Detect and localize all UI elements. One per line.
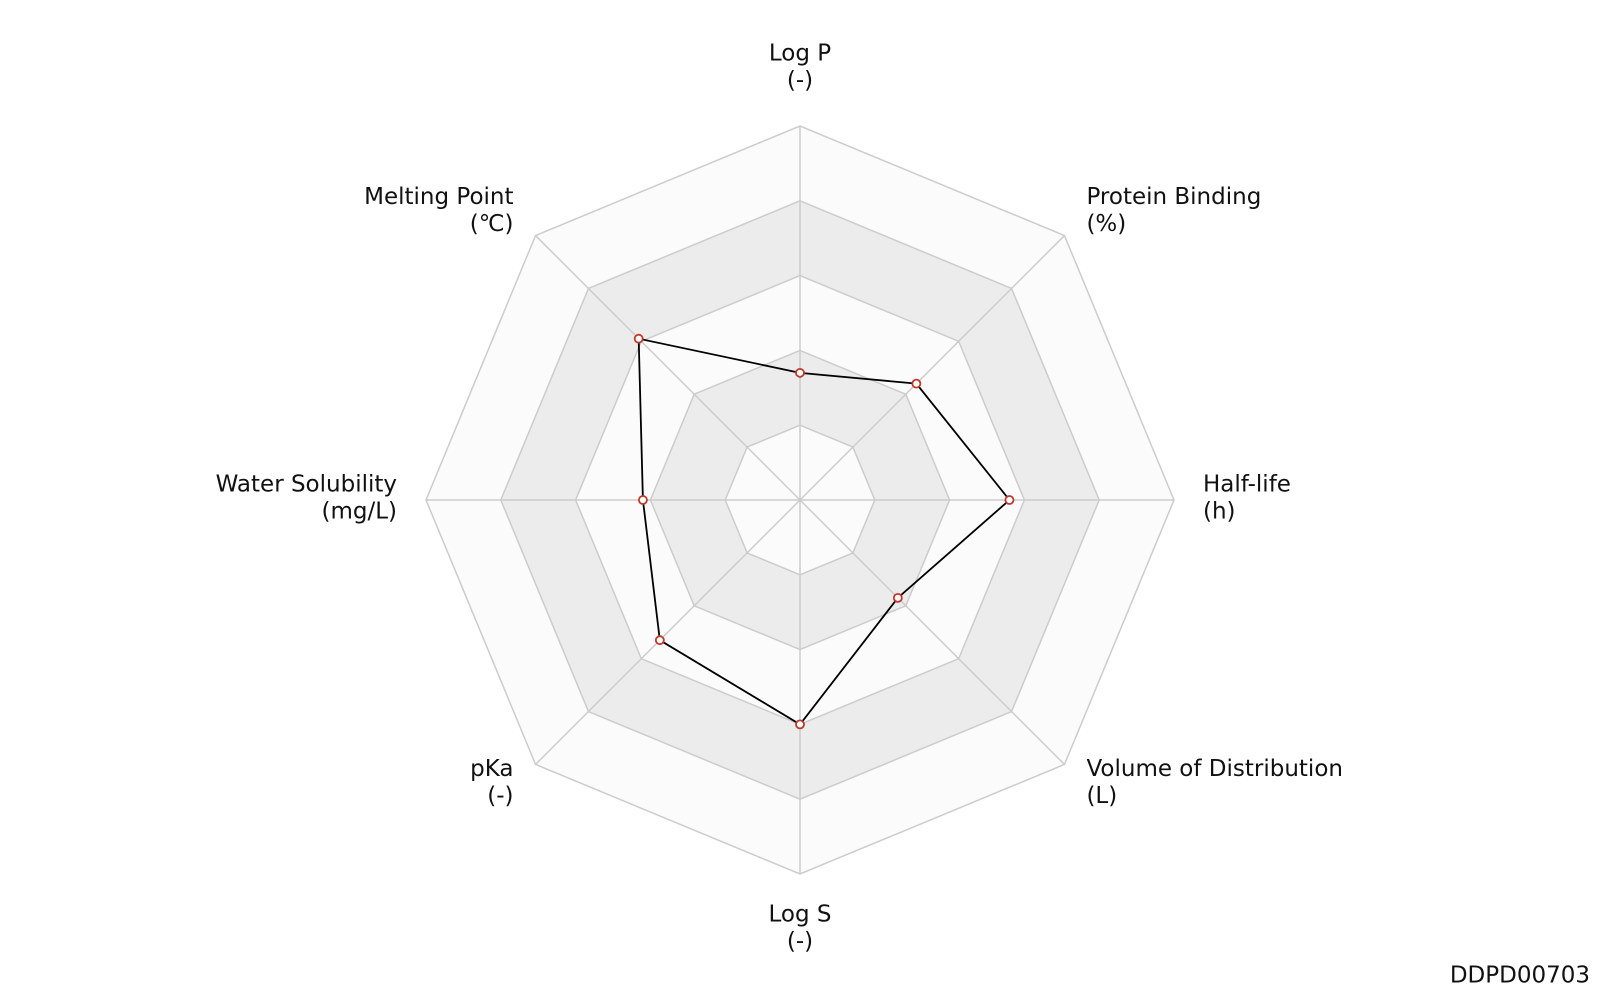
axis-unit: (L) <box>1086 783 1117 809</box>
data-point <box>1004 495 1015 505</box>
axis-label: Volume of Distribution <box>1086 756 1343 782</box>
data-point <box>654 635 665 646</box>
data-point <box>638 495 648 505</box>
axis-label: Half-life <box>1203 472 1291 498</box>
axis-unit: (-) <box>787 929 813 955</box>
axis-label: Log S <box>769 902 832 928</box>
data-point <box>892 592 903 603</box>
axis-unit: (-) <box>487 783 513 809</box>
axis-unit: (-) <box>787 68 813 94</box>
axis-label: Log P <box>769 41 831 67</box>
axis-unit: (%) <box>1086 211 1126 237</box>
axis-label: Melting Point <box>364 184 513 210</box>
footer-id: DDPD00703 <box>1450 963 1590 989</box>
spoke <box>535 235 801 501</box>
spoke <box>535 499 801 765</box>
data-point <box>633 333 644 344</box>
spoke <box>799 235 1065 501</box>
axis-unit: (mg/L) <box>321 499 397 525</box>
axis-label: pKa <box>470 756 513 782</box>
axis-label: Protein Binding <box>1086 184 1261 210</box>
data-point <box>795 367 805 378</box>
axis-unit: (℃) <box>470 211 514 237</box>
axis-label: Water Solubility <box>216 472 397 498</box>
data-point <box>795 719 805 730</box>
spoke <box>799 499 1065 765</box>
axis-unit: (h) <box>1203 499 1236 525</box>
data-point <box>911 378 922 389</box>
